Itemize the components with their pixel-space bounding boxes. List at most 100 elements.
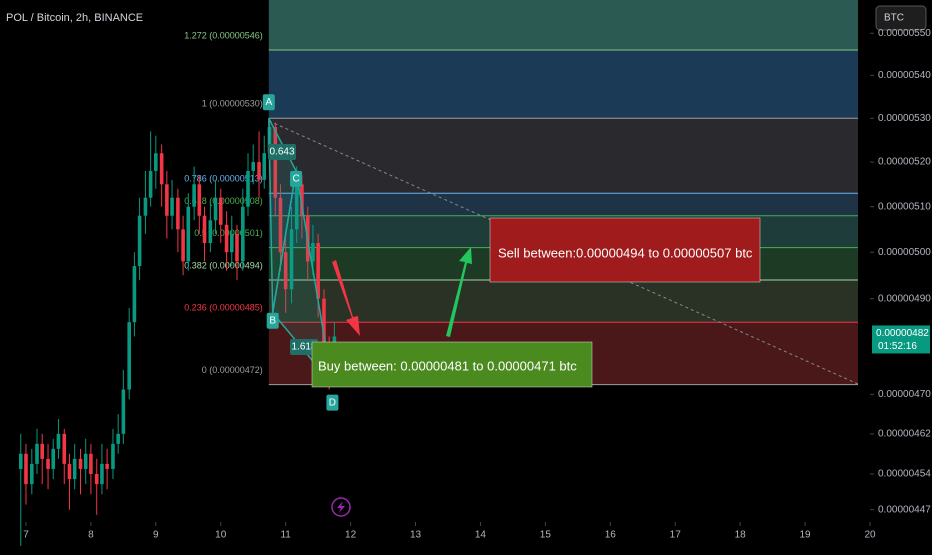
candle-body — [35, 443, 39, 464]
fib-label: 0.618 (0.00000508) — [184, 196, 263, 206]
candle-body — [197, 184, 202, 216]
candle-body — [235, 233, 239, 262]
ratio-label: 1.618 — [291, 342, 316, 353]
x-tick-label: 13 — [410, 530, 422, 541]
candle-body — [132, 266, 137, 323]
x-axis: 7 8 9 10 11 12 13 14 15 16 17 18 19 20 — [23, 522, 876, 541]
y-tick-label: 0.00000550 — [878, 28, 931, 39]
candle-body — [154, 153, 158, 171]
fib-label: 0 (0.00000472) — [202, 365, 263, 375]
x-tick-label: 17 — [670, 530, 682, 541]
x-tick-label: 10 — [215, 530, 227, 541]
candle-body — [159, 153, 164, 185]
fib-zone — [268, 193, 859, 216]
event-bolt — [337, 501, 345, 513]
ratio-box — [268, 144, 296, 160]
down-arrow — [332, 260, 360, 336]
pattern-point — [266, 312, 279, 329]
chart-title: POL / Bitcoin, 2h, BINANCE — [6, 12, 143, 24]
fib-label: 0.236 (0.00000485) — [184, 303, 263, 313]
candle-body — [170, 197, 174, 216]
candle-body — [100, 463, 104, 485]
candle-body — [105, 463, 109, 469]
x-tick-label: 18 — [735, 530, 747, 541]
y-tick-label: 0.00000540 — [878, 70, 931, 81]
fib-label: 1 (0.00000530) — [202, 99, 263, 109]
last-price: 0.00000482 — [876, 328, 929, 339]
candle-body — [143, 197, 148, 216]
candle-body — [18, 453, 23, 469]
y-tick-label: 0.00000520 — [878, 157, 931, 168]
candle-body — [262, 153, 267, 180]
candle-body — [111, 443, 115, 469]
candle-body — [273, 126, 278, 198]
fib-zone — [268, 0, 859, 50]
candle-body — [289, 229, 294, 290]
candle-body — [137, 215, 142, 267]
candle-body — [218, 197, 223, 225]
candle-body — [186, 206, 191, 262]
countdown: 01:52:16 — [878, 341, 917, 352]
candle-body — [257, 162, 261, 180]
pattern-point — [290, 170, 303, 187]
x-tick-label: 20 — [864, 530, 876, 541]
y-tick-label: 0.00000490 — [878, 293, 931, 304]
buy-box — [311, 341, 593, 388]
candle-body — [67, 463, 72, 480]
candle-body — [116, 433, 120, 444]
candle-body — [127, 322, 132, 390]
x-tick-label: 19 — [800, 530, 812, 541]
fib-zone — [268, 118, 859, 194]
event-icon[interactable] — [331, 497, 351, 517]
candle-body — [251, 162, 256, 171]
x-tick-label: 7 — [23, 530, 29, 541]
fib-label: 1.272 (0.00000546) — [184, 30, 263, 40]
y-tick-label: 0.00000510 — [878, 201, 931, 212]
candle-body — [40, 443, 45, 459]
x-tick-label: 12 — [345, 530, 357, 541]
candle-body — [83, 453, 88, 469]
currency-button[interactable] — [875, 5, 927, 31]
sell-note: Sell between:0.00000494 to 0.00000507 bt… — [498, 245, 753, 260]
x-tick-label: 14 — [475, 530, 487, 541]
last-price-box — [872, 325, 930, 354]
x-tick-label: 11 — [280, 530, 291, 541]
ratio-label: 0.643 — [269, 147, 294, 158]
price-axis — [870, 0, 932, 550]
candle-body — [30, 463, 34, 485]
fib-label: 0.5 (0.00000501) — [194, 228, 263, 238]
candles — [18, 118, 337, 546]
y-tick-label: 0.00000454 — [878, 469, 931, 480]
y-tick-label: 0.00000500 — [878, 247, 931, 258]
candle-body — [311, 243, 315, 262]
candle-body — [208, 220, 213, 244]
candle-body — [229, 233, 234, 253]
candle-body — [181, 229, 185, 262]
candle-body — [192, 184, 196, 207]
candle-body — [283, 252, 288, 290]
candle-body — [72, 458, 77, 480]
candle-body — [94, 473, 99, 485]
fib-label: 0.786 (0.00000513) — [184, 174, 263, 184]
sell-box — [489, 217, 761, 283]
candle-body — [246, 170, 250, 207]
pattern-point-label: C — [292, 174, 299, 185]
x-tick-label: 16 — [605, 530, 617, 541]
currency-label: BTC — [884, 13, 904, 24]
buy-note: Buy between: 0.00000481 to 0.00000471 bt… — [318, 358, 577, 373]
candle-body — [300, 184, 304, 216]
x-tick-label: 8 — [88, 530, 94, 541]
candle-body — [278, 197, 283, 253]
candle-body — [78, 458, 83, 469]
candle-body — [176, 197, 180, 230]
pattern-point-label: A — [265, 97, 272, 108]
up-arrow — [446, 247, 472, 337]
y-axis: 0.00000550 0.00000540 0.00000530 0.00000520… — [870, 28, 931, 515]
candle-body — [224, 224, 229, 253]
candle-body — [62, 433, 67, 464]
candle-body — [89, 453, 93, 474]
x-tick-label: 9 — [153, 530, 159, 541]
candle-body — [165, 184, 169, 216]
